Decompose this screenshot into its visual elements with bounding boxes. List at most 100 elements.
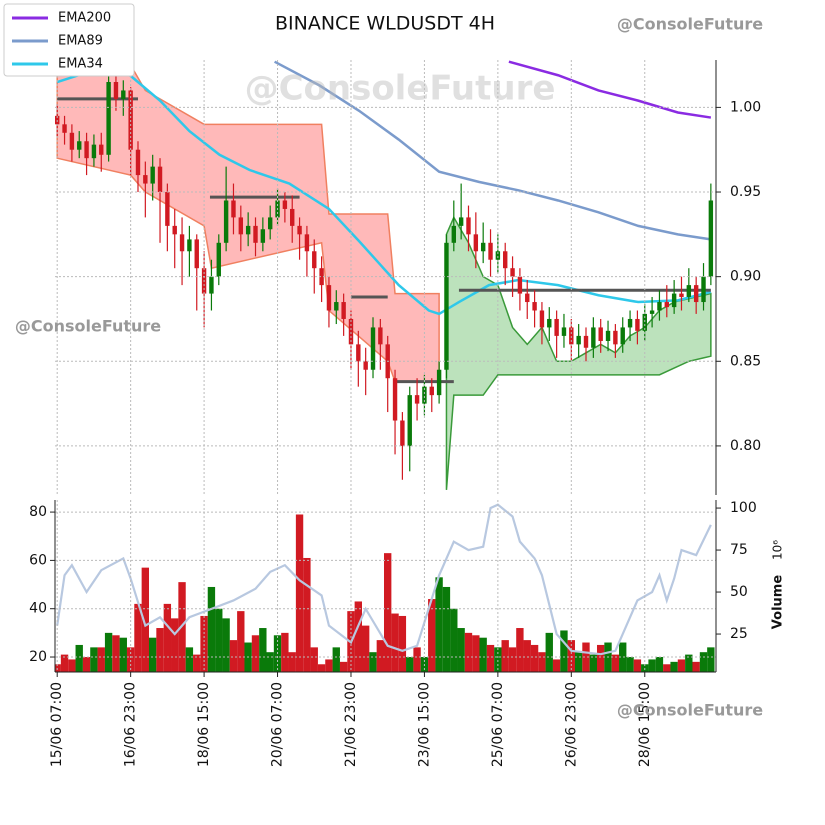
candle-body xyxy=(561,327,567,336)
y-tick-label: 60 xyxy=(29,552,47,568)
candle-body xyxy=(99,144,104,155)
axes: 15/06 07:00 16/06 23:00 18/06 15:00 20/06 0… xyxy=(3,3,786,767)
candle-body xyxy=(400,420,405,446)
volume-bar xyxy=(685,654,693,672)
volume-bar xyxy=(156,628,164,672)
volume-bar xyxy=(90,647,98,672)
y2-tick-label: 75 xyxy=(730,542,748,558)
candle-body xyxy=(143,175,148,184)
candle-body xyxy=(488,242,493,260)
volume-bar xyxy=(354,601,362,672)
y-tick-label: 1.00 xyxy=(730,99,761,115)
volume-bar xyxy=(486,644,495,672)
y2-axis-label: Volume xyxy=(771,575,786,630)
volume-bar xyxy=(251,635,260,672)
volume-bar xyxy=(406,657,414,672)
volume-bar xyxy=(633,659,642,672)
volume-bar xyxy=(295,514,304,672)
volume-bar xyxy=(163,603,172,672)
volume-bar xyxy=(60,654,69,672)
volume-bar xyxy=(538,652,546,672)
candle-body xyxy=(591,327,596,348)
y-tick-label: 0.95 xyxy=(730,184,761,200)
y2-tick-label: 50 xyxy=(730,584,748,600)
candle-body xyxy=(503,251,508,269)
volume-bar xyxy=(310,647,318,672)
candle-body xyxy=(113,82,119,99)
y-tick-label: 20 xyxy=(29,649,47,665)
volume-bar xyxy=(104,632,113,672)
volume-bar xyxy=(259,628,267,672)
price-panel xyxy=(55,60,714,490)
volume-bar xyxy=(82,657,91,672)
watermark: @ConsoleFuture xyxy=(617,701,763,720)
candle-body xyxy=(341,302,346,319)
volume-bar xyxy=(171,618,179,672)
volume-bar xyxy=(266,652,274,672)
candle-body xyxy=(312,251,317,269)
watermark: @ConsoleFuture xyxy=(245,69,556,109)
candle-body xyxy=(576,335,581,345)
candle-body xyxy=(62,124,67,133)
volume-bar xyxy=(611,654,620,672)
legend-label: EMA34 xyxy=(58,57,103,72)
volume-bar xyxy=(589,654,598,672)
candle-body xyxy=(245,225,251,235)
volume-bar xyxy=(141,567,150,672)
ema-line xyxy=(508,60,712,119)
volume-bar xyxy=(185,647,194,672)
candle-body xyxy=(106,82,111,155)
candle-body xyxy=(135,149,141,176)
candle-body xyxy=(407,395,412,446)
candle-body xyxy=(356,344,361,362)
candle-body xyxy=(172,225,177,235)
candle-body xyxy=(686,285,692,297)
candle-body xyxy=(451,225,457,243)
candle-body xyxy=(304,234,310,252)
oscillator-line xyxy=(56,503,712,656)
candle-body xyxy=(532,302,537,311)
volume-bar xyxy=(207,586,216,672)
candle-body xyxy=(194,239,199,269)
legend-label: EMA200 xyxy=(58,11,111,26)
candle-body xyxy=(216,242,221,277)
volume-bar xyxy=(626,657,634,672)
volume-bar xyxy=(398,615,407,672)
volume-bar xyxy=(692,661,700,672)
y-tick-label: 40 xyxy=(29,601,47,617)
candle-body xyxy=(209,276,214,294)
y-tick-label: 80 xyxy=(29,504,47,520)
candle-body xyxy=(444,242,449,370)
volume-bar xyxy=(516,628,524,672)
x-tick-label: 16/06 23:00 xyxy=(123,682,139,767)
candle-body xyxy=(466,217,471,235)
candle-body xyxy=(458,217,464,226)
volume-bar xyxy=(552,659,561,672)
candle-body xyxy=(297,225,302,235)
candle-body xyxy=(290,208,295,226)
y-tick-label: 0.90 xyxy=(730,269,761,285)
volume-bar xyxy=(55,664,61,672)
candle-body xyxy=(569,327,574,345)
volume-bar xyxy=(508,647,517,672)
candle-body xyxy=(517,276,523,294)
candle-body xyxy=(671,293,677,308)
candle-body xyxy=(657,302,662,311)
volume-bar xyxy=(126,647,135,672)
candle-body xyxy=(554,318,559,336)
candle-body xyxy=(157,166,163,193)
volume-bar xyxy=(655,657,664,672)
candle-body xyxy=(664,302,669,308)
volume-bar xyxy=(530,644,539,672)
volume-bar xyxy=(332,647,340,672)
candle-body xyxy=(473,234,479,252)
y-tick-label: 0.85 xyxy=(730,353,761,369)
volume-bar xyxy=(325,659,333,672)
volume-bar xyxy=(574,652,583,672)
candle-body xyxy=(613,330,618,345)
volume-bar xyxy=(288,652,296,672)
candle-body xyxy=(693,285,699,303)
candle-body xyxy=(495,251,501,260)
volume-bar xyxy=(281,632,289,672)
